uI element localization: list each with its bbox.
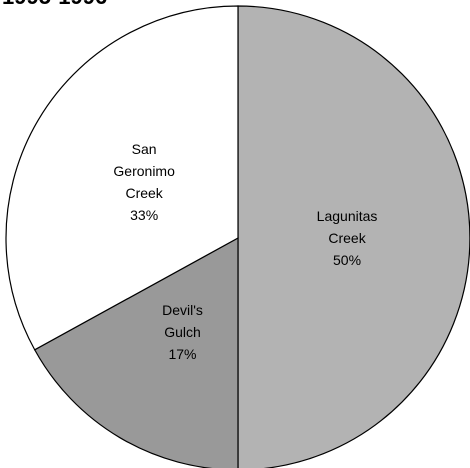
- pie-slice: [5, 5, 239, 351]
- slice-name: Devil's Gulch: [162, 301, 203, 340]
- slice-label-box: Lagunitas Creek 50%: [307, 193, 387, 283]
- pie-slice: [33, 236, 239, 468]
- chart-title: 1995-1996: [2, 0, 107, 9]
- pie-slice: [237, 5, 470, 468]
- slice-label-box: Devil's Gulch 17%: [142, 287, 222, 377]
- slice-label-box: San Geronimo Creek 33%: [104, 137, 184, 227]
- slice-value: 33%: [130, 207, 159, 224]
- slice-value: 17%: [168, 345, 197, 362]
- slice-name: San Geronimo Creek: [113, 141, 175, 202]
- slice-label: Devil's Gulch 17%: [142, 287, 222, 377]
- slice-name: Lagunitas Creek: [316, 208, 378, 246]
- slice-label: San Geronimo Creek 33%: [104, 137, 184, 227]
- slice-label: Lagunitas Creek 50%: [307, 193, 387, 283]
- slice-value: 50%: [333, 252, 362, 268]
